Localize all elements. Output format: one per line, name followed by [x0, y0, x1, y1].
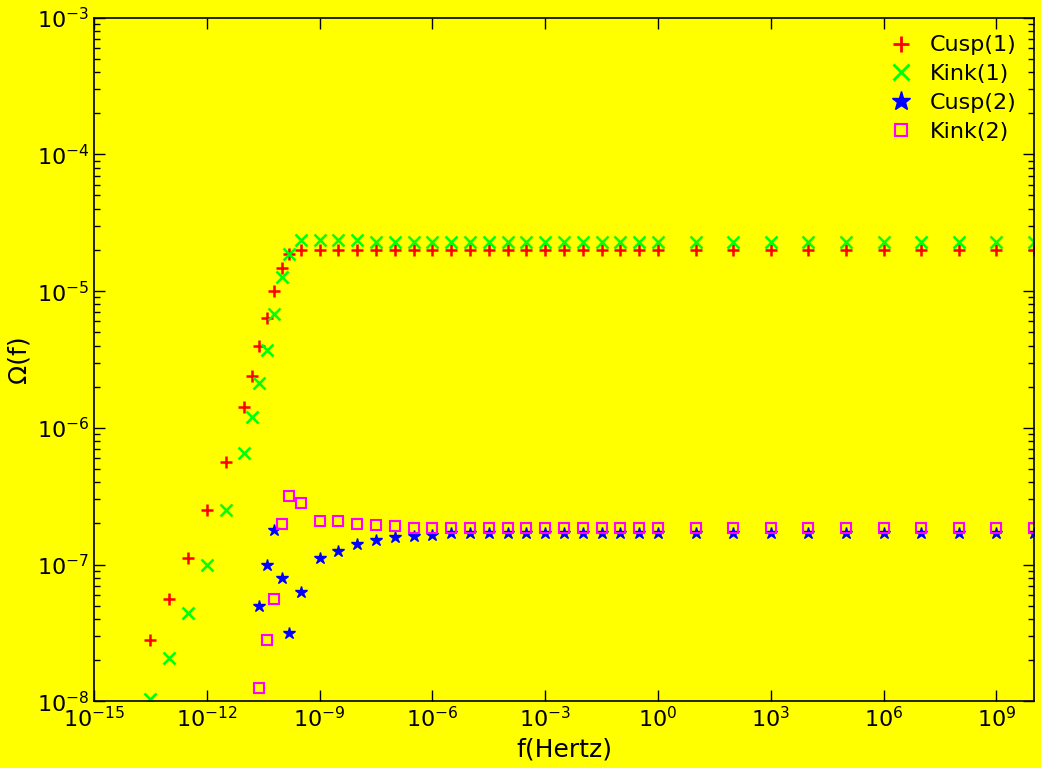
Legend: Cusp(1), Kink(1), Cusp(2), Kink(2): Cusp(1), Kink(1), Cusp(2), Kink(2) — [871, 28, 1023, 149]
Y-axis label: Ω(f): Ω(f) — [7, 336, 31, 383]
X-axis label: f(Hertz): f(Hertz) — [516, 737, 612, 761]
